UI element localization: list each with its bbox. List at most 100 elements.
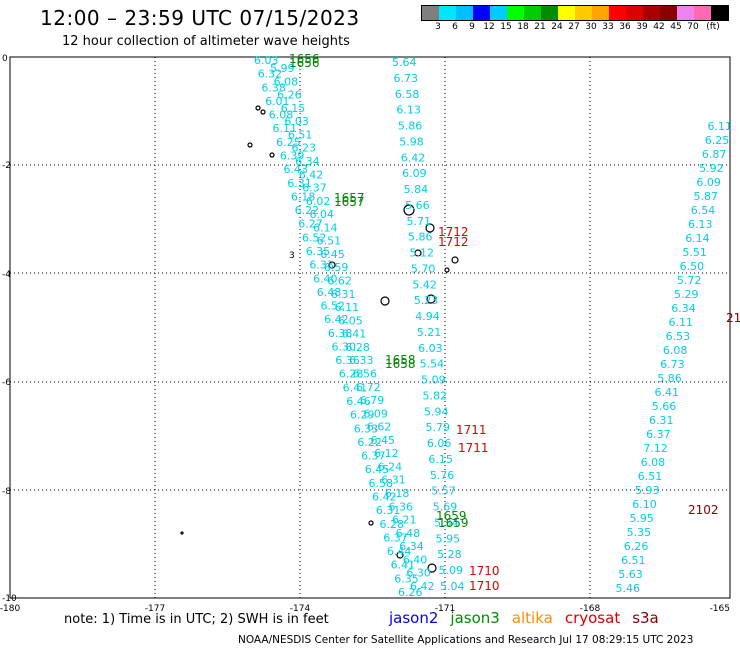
island-outline: [255, 105, 261, 111]
pass-time-cryosat: 1712: [438, 235, 469, 249]
swh-value-track-2: 6.23: [292, 142, 317, 155]
swh-value-track-3: 5.66: [405, 199, 430, 212]
map-subtitle: 12 hour collection of altimeter wave hei…: [62, 34, 350, 49]
swh-value-track-1: 6.11: [272, 122, 297, 135]
y-tick-label: -10: [2, 594, 17, 604]
pass-time-s3a: 21: [726, 311, 740, 325]
swh-value-track-4: 5.87: [694, 190, 719, 203]
legend-label: 15: [500, 22, 512, 32]
pass-time-cryosat: 1711: [456, 423, 487, 437]
swh-value-track-1: 6.03: [254, 54, 279, 67]
legend-label: 3: [435, 22, 441, 32]
x-tick-label: -174: [290, 604, 311, 614]
swh-value-track-3: 5.71: [407, 215, 432, 228]
swh-value-track-1: 6.32: [258, 68, 283, 81]
swh-value-track-1: 6.35: [394, 572, 419, 585]
swh-value-track-4: 6.51: [638, 470, 663, 483]
swh-value-track-4: 6.50: [680, 260, 705, 273]
track-marker-label: 3: [289, 251, 295, 261]
swh-value-track-2: 6.09: [363, 407, 388, 420]
x-tick-label: -177: [145, 604, 165, 614]
swh-value-track-1: 6.08: [269, 109, 294, 122]
island-outline: [396, 551, 404, 559]
swh-value-track-4: 6.08: [663, 344, 688, 357]
legend-swatch: [490, 6, 507, 20]
swh-value-track-4: 6.37: [646, 428, 671, 441]
y-tick-label: -4: [2, 270, 11, 280]
swh-value-track-3: 4.94: [415, 310, 440, 323]
pass-time-cryosat: 1710: [469, 564, 500, 578]
legend-swatch: [558, 6, 575, 20]
swh-value-track-2: 6.34: [399, 540, 424, 553]
legend-label: 33: [602, 22, 614, 32]
swh-value-track-3: 5.76: [430, 469, 455, 482]
swh-value-track-2: 6.30: [406, 567, 431, 580]
swh-value-track-2: 6.51: [288, 128, 313, 141]
swh-value-track-4: 5.35: [627, 526, 652, 539]
swh-value-track-4: 5.86: [657, 372, 682, 385]
legend-swatch: [626, 6, 643, 20]
swh-value-track-4: 6.34: [671, 302, 696, 315]
swh-value-track-2: 6.28: [345, 341, 370, 354]
swh-value-track-3: 5.70: [411, 262, 436, 275]
swh-value-track-1: 6.28: [339, 368, 364, 381]
swh-value-track-2: 5.99: [270, 62, 295, 75]
swh-value-track-1: 6.46: [346, 395, 371, 408]
swh-value-track-3: 6.73: [393, 72, 418, 85]
satellite-label-jason3: jason3: [450, 609, 500, 627]
pass-time-cryosat: 1710: [469, 579, 500, 593]
legend-swatch: [609, 6, 626, 20]
legend-swatch: [541, 6, 558, 20]
pass-time-jason3: 1658: [385, 357, 416, 371]
swh-value-track-2: 6.03: [284, 115, 309, 128]
swh-value-track-4: 6.41: [655, 386, 680, 399]
island-outline: [451, 256, 459, 264]
swh-value-track-1: 6.36: [335, 354, 360, 367]
swh-value-track-3: 5.23: [414, 294, 439, 307]
satellite-label-altika: altika: [511, 609, 553, 627]
island-outline: [368, 520, 374, 526]
legend-label: 36: [619, 22, 631, 32]
swh-value-track-2: 6.21: [392, 514, 417, 527]
swh-value-track-2: 6.40: [403, 553, 428, 566]
swh-value-track-4: 6.08: [641, 456, 666, 469]
swh-value-track-3: 5.94: [424, 405, 449, 418]
swh-value-track-4: 6.51: [621, 554, 646, 567]
swh-value-track-3: 6.03: [418, 342, 443, 355]
legend-swatch: [592, 6, 609, 20]
swh-value-track-3: 6.58: [395, 88, 420, 101]
swh-value-track-2: 6.51: [317, 235, 342, 248]
swh-value-track-3: 5.82: [423, 389, 448, 402]
y-tick-label: -8: [2, 487, 11, 497]
swh-value-track-1: 6.42: [372, 491, 397, 504]
swh-value-track-1: 6.33: [309, 259, 334, 272]
footer-note: note: 1) Time is in UTC; 2) SWH is in fe…: [64, 612, 329, 627]
swh-value-track-2: 6.42: [410, 580, 435, 593]
x-tick-label: -180: [0, 604, 20, 614]
legend-label: (ft): [706, 22, 720, 32]
swh-value-track-1: 6.31: [287, 177, 312, 190]
swh-value-track-4: 6.10: [632, 498, 657, 511]
swh-value-track-3: 5.09: [421, 374, 446, 387]
swh-value-track-3: 5.28: [437, 548, 462, 561]
swh-value-track-1: 6.58: [368, 477, 393, 490]
island-outline: [425, 223, 435, 233]
swh-value-track-1: 6.01: [265, 95, 290, 108]
swh-value-track-1: 6.26: [398, 586, 423, 599]
swh-value-track-4: 6.14: [685, 232, 710, 245]
swh-value-track-3: 6.42: [401, 151, 426, 164]
swh-value-track-1: 6.52: [302, 231, 327, 244]
legend-swatch: [677, 6, 694, 20]
swh-value-track-3: 5.57: [431, 485, 456, 498]
swh-value-track-4: 6.09: [696, 176, 721, 189]
legend-label: 6: [452, 22, 458, 32]
swh-value-track-2: 6.45: [320, 248, 345, 261]
swh-value-track-2: 6.05: [338, 314, 363, 327]
swh-value-track-1: 6.39: [280, 149, 305, 162]
swh-value-track-2: 6.24: [378, 460, 403, 473]
island-outline: [414, 249, 422, 257]
pass-time-jason3: 1658: [385, 353, 416, 367]
legend-swatch: [575, 6, 592, 20]
swh-value-track-1: 6.35: [306, 245, 331, 258]
swh-value-track-3: 5.79: [425, 421, 450, 434]
